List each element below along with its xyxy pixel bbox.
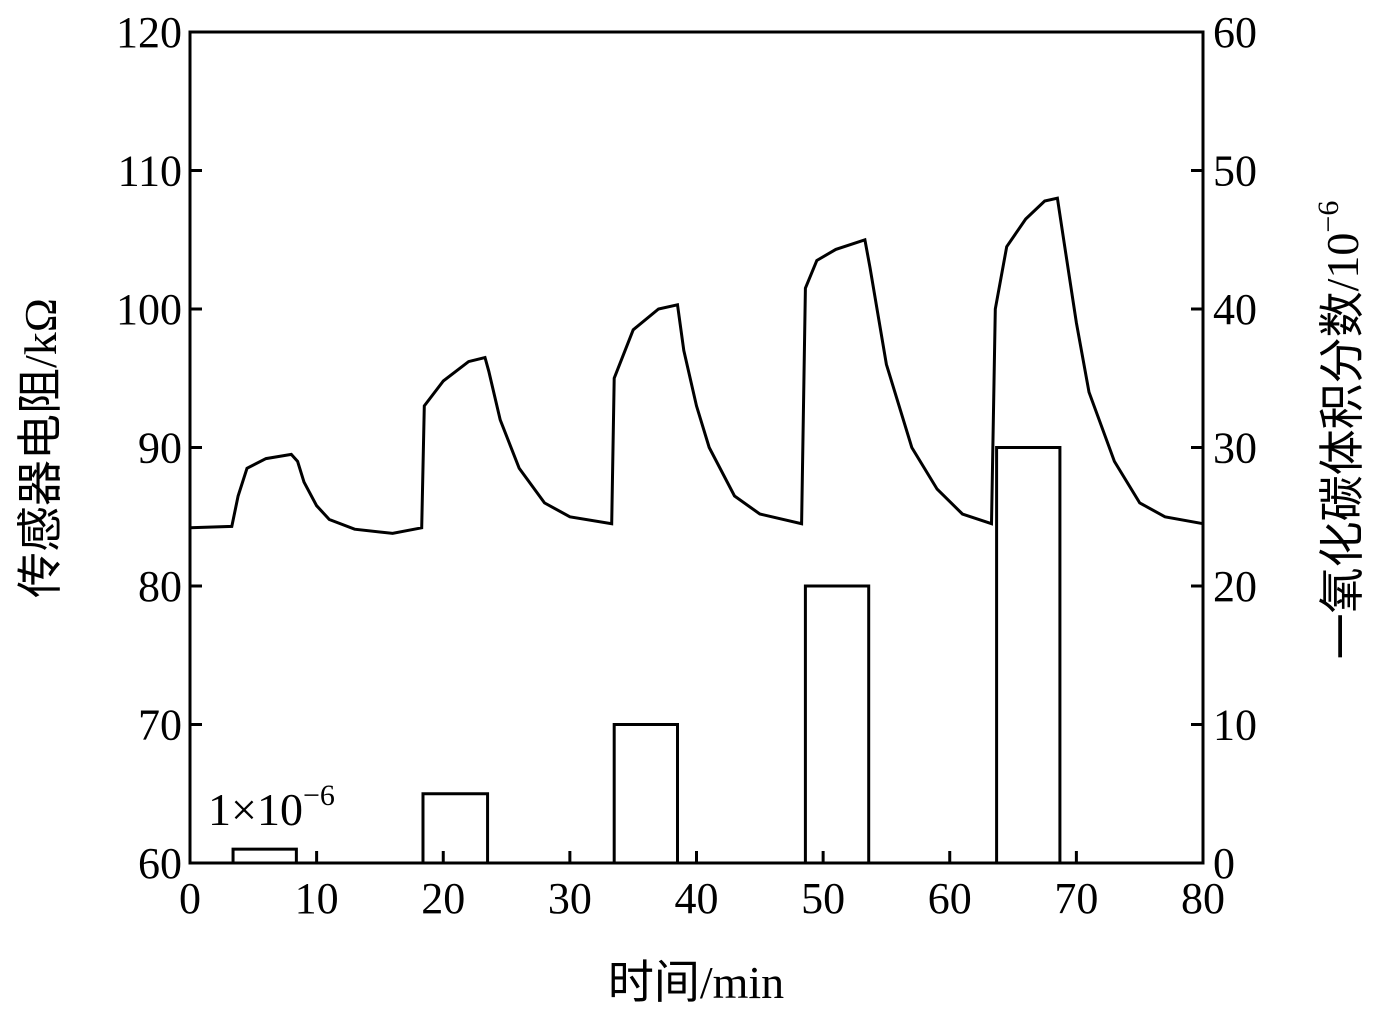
y-left-tick-label: 100 xyxy=(116,285,182,334)
y-axis-left-label: 传感器电阻/kΩ xyxy=(15,298,66,598)
annotation-exp: −6 xyxy=(303,779,335,812)
bar-4 xyxy=(803,584,871,865)
bar-1 xyxy=(231,847,298,865)
y-left-tick-label: 110 xyxy=(118,147,182,196)
axis-ticks: 0 10 20 30 40 50 60 70 80 60 70 80 90 100 110 120 0 10 20 3… xyxy=(116,8,1257,923)
y-left-tick-label: 90 xyxy=(138,424,182,473)
co-concentration-bars xyxy=(231,446,1062,865)
y-right-label-exp: −6 xyxy=(1312,201,1345,233)
sensor-resistance-line xyxy=(189,196,1204,535)
annotation-label: 1×10−6 xyxy=(208,779,335,835)
x-tick-label: 70 xyxy=(1054,874,1098,923)
bar-3 xyxy=(612,723,680,865)
y-right-tick-label: 0 xyxy=(1213,839,1235,888)
y-axis-right-label: 一氧化碳体积分数/10−6 xyxy=(1312,201,1368,660)
x-tick-label: 0 xyxy=(179,874,201,923)
y-left-tick-label: 60 xyxy=(138,839,182,888)
bar-5 xyxy=(995,446,1062,865)
y-right-tick-label: 20 xyxy=(1213,562,1257,611)
y-left-tick-label: 70 xyxy=(138,701,182,750)
y-left-tick-label: 80 xyxy=(138,562,182,611)
y-right-label-base: 一氧化碳体积分数/10 xyxy=(1317,233,1368,660)
x-tick-label: 10 xyxy=(295,874,339,923)
y-right-tick-label: 50 xyxy=(1213,147,1257,196)
y-right-tick-label: 30 xyxy=(1213,424,1257,473)
y-left-tick-label: 120 xyxy=(116,8,182,57)
y-right-tick-label: 60 xyxy=(1213,8,1257,57)
x-tick-label: 50 xyxy=(801,874,845,923)
annotation-base: 1×10 xyxy=(208,784,303,835)
x-tick-label: 30 xyxy=(548,874,592,923)
x-tick-label: 80 xyxy=(1181,874,1225,923)
y-right-tick-label: 40 xyxy=(1213,285,1257,334)
x-axis-label: 时间/min xyxy=(608,957,784,1008)
bar-2 xyxy=(421,792,490,865)
x-tick-label: 60 xyxy=(928,874,972,923)
x-tick-label: 20 xyxy=(421,874,465,923)
x-tick-label: 40 xyxy=(675,874,719,923)
y-right-tick-label: 10 xyxy=(1213,701,1257,750)
